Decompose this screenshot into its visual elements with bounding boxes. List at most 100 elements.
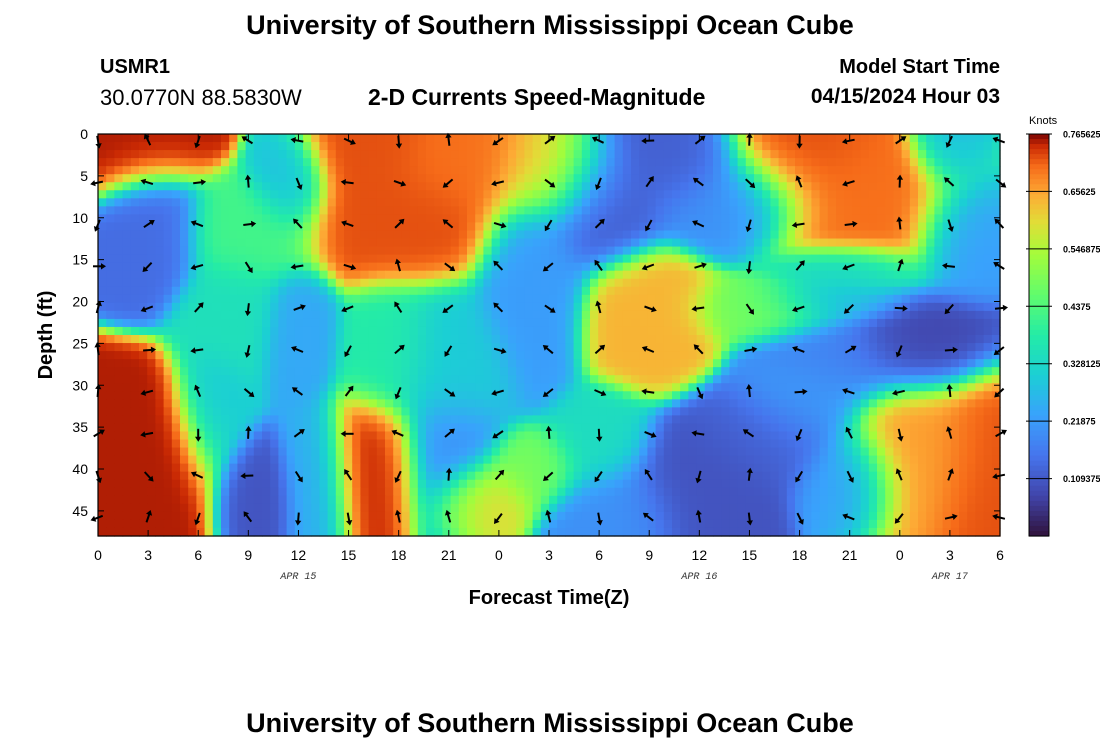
heatmap-cell [491,383,501,392]
heatmap-cell [959,190,968,199]
heatmap-cell [245,318,255,328]
heatmap-cell [885,318,894,328]
heatmap-cell [253,439,263,449]
heatmap-cell [180,415,189,425]
heatmap-cell [762,278,771,288]
heatmap-cell [106,351,115,360]
heatmap-cell [188,206,197,215]
heatmap-cell [163,166,173,175]
heatmap-cell [540,375,550,384]
heatmap-cell [532,198,542,207]
heatmap-cell [163,150,173,159]
heatmap-cell [868,407,878,416]
heatmap-cell [294,391,304,400]
heatmap-cell [827,415,837,425]
heatmap-cell [508,447,517,457]
heatmap-cell [409,391,419,400]
heatmap-cell [721,270,730,280]
heatmap-cell [803,262,812,272]
heatmap-cell [836,294,845,304]
heatmap-cell [368,270,378,280]
heatmap-cell [606,222,616,232]
heatmap-cell [278,463,288,473]
heatmap-cell [581,134,591,143]
heatmap-cell [278,359,288,368]
heatmap-cell [163,407,173,416]
heatmap-cell [877,270,886,280]
heatmap-cell [573,415,583,425]
heatmap-cell [508,423,517,433]
heatmap-cell [877,375,886,384]
heatmap-cell [450,439,460,449]
heatmap-cell [762,150,771,159]
heatmap-cell [590,174,599,183]
heatmap-cell [385,286,394,296]
heatmap-cell [918,326,927,336]
heatmap-cell [901,222,911,232]
heatmap-cell [860,431,870,441]
heatmap-cell [426,190,435,199]
heatmap-cell [942,479,952,489]
heatmap-cell [229,471,238,481]
heatmap-cell [549,214,558,224]
heatmap-cell [237,270,247,280]
heatmap-cell [237,214,247,224]
heatmap-cell [458,471,468,481]
heatmap-cell [499,238,509,248]
heatmap-cell [491,439,501,449]
heatmap-cell [991,214,1001,224]
heatmap-cell [754,278,763,288]
heatmap-cell [795,150,804,159]
heatmap-cell [885,238,894,248]
heatmap-cell [811,455,821,465]
heatmap-cell [983,294,993,304]
heatmap-cell [196,407,206,416]
heatmap-cell [762,134,771,143]
heatmap-cell [606,310,616,320]
heatmap-cell [877,439,886,449]
heatmap-cell [622,254,632,264]
heatmap-cell [516,343,525,352]
heatmap-cell [991,479,1001,489]
heatmap-cell [827,318,837,328]
heatmap-cell [573,142,583,151]
heatmap-cell [450,166,460,175]
heatmap-cell [909,383,919,392]
heatmap-cell [590,246,599,256]
heatmap-cell [721,214,730,224]
heatmap-cell [655,294,665,304]
heatmap-cell [196,479,206,489]
heatmap-cell [688,407,698,416]
heatmap-cell [926,310,935,320]
heatmap-cell [270,286,279,296]
heatmap-cell [311,262,320,272]
heatmap-cell [450,286,460,296]
heatmap-cell [852,335,862,344]
heatmap-cell [130,214,140,224]
heatmap-cell [639,182,648,191]
heatmap-cell [729,206,739,215]
heatmap-cell [139,310,148,320]
heatmap-cell [663,391,673,400]
heatmap-cell [918,359,927,368]
heatmap-cell [196,302,206,312]
heatmap-cell [327,150,337,159]
heatmap-cell [885,230,894,240]
heatmap-cell [294,407,304,416]
heatmap-cell [188,471,197,481]
heatmap-cell [975,286,985,296]
heatmap-cell [844,238,853,248]
heatmap-cell [147,142,156,151]
heatmap-cell [893,238,903,248]
heatmap-cell [147,351,156,360]
heatmap-cell [155,238,165,248]
heatmap-cell [409,182,419,191]
heatmap-cell [918,270,927,280]
heatmap-cell [581,238,591,248]
heatmap-cell [614,455,624,465]
heatmap-cell [704,142,714,151]
heatmap-cell [926,463,935,473]
heatmap-cell [704,206,714,215]
heatmap-cell [524,262,534,272]
heatmap-cell [286,431,296,441]
